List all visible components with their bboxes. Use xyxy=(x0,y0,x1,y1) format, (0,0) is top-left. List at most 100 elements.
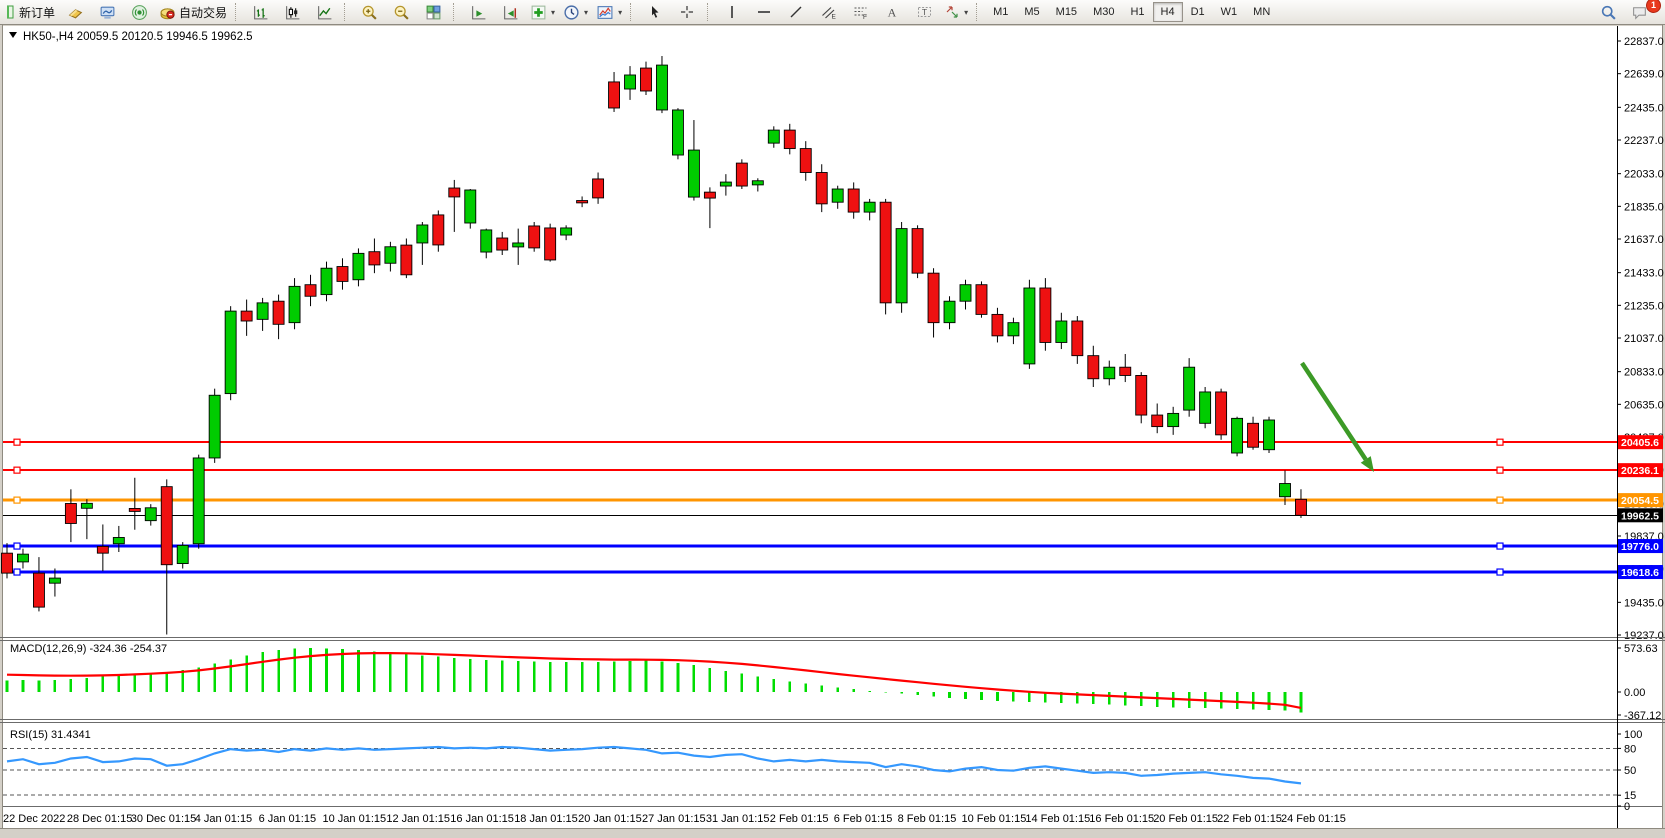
svg-text:6 Jan 01:15: 6 Jan 01:15 xyxy=(259,813,317,825)
crosshair-button[interactable] xyxy=(671,1,703,24)
text-icon: A xyxy=(884,4,900,20)
arrows-button[interactable]: ▾ xyxy=(940,1,972,24)
candlestick-chart-button[interactable] xyxy=(276,1,308,24)
indicators-icon xyxy=(530,4,547,21)
macd-label: MACD(12,26,9) -324.36 -254.37 xyxy=(10,643,167,655)
svg-text:24 Feb 01:15: 24 Feb 01:15 xyxy=(1281,813,1346,825)
label-button[interactable]: T xyxy=(908,1,940,24)
indicators-button[interactable]: ▾ xyxy=(526,1,559,24)
new-order-button[interactable]: 新订单 xyxy=(3,1,59,24)
chevron-down-icon: ▾ xyxy=(551,7,556,17)
notifications-icon xyxy=(1631,4,1649,21)
toolbar-separator xyxy=(235,3,240,21)
timeframe-w1[interactable]: W1 xyxy=(1220,6,1238,18)
svg-text:F: F xyxy=(863,14,867,20)
chart-area[interactable]: 22837.0 22639.0 22435.0 22237.0 22033.0 21835… xyxy=(0,24,1665,838)
svg-text:21835.0: 21835.0 xyxy=(1624,201,1664,213)
vertical-line-icon xyxy=(724,4,740,20)
timeframe-m5[interactable]: M5 xyxy=(1024,6,1040,18)
notifications-button[interactable]: 1 xyxy=(1624,0,1661,24)
tile-windows-button[interactable] xyxy=(417,1,449,24)
terminal-button[interactable] xyxy=(91,1,123,24)
svg-text:30 Dec 01:15: 30 Dec 01:15 xyxy=(131,813,196,825)
fibonacci-icon: F xyxy=(852,4,869,20)
chart-canvas[interactable]: 22837.0 22639.0 22435.0 22237.0 22033.0 21835… xyxy=(0,24,1665,838)
svg-text:28 Dec 01:15: 28 Dec 01:15 xyxy=(67,813,132,825)
fibonacci-button[interactable]: F xyxy=(844,1,876,24)
candlesticks xyxy=(1,56,1307,635)
svg-text:15: 15 xyxy=(1624,790,1636,802)
hline-price-labels: 20405.6 20236.1 20054.5 19962.5 19776.0 19618… xyxy=(1618,435,1663,580)
bar-chart-button[interactable] xyxy=(244,1,276,24)
timeframe-h1[interactable]: H1 xyxy=(1130,6,1145,18)
svg-text:21433.0: 21433.0 xyxy=(1624,268,1664,280)
search-button[interactable] xyxy=(1592,1,1624,24)
timeframe-h4[interactable]: H4 xyxy=(1152,2,1183,22)
svg-text:T: T xyxy=(921,7,926,17)
cursor-icon xyxy=(647,4,663,20)
svg-text:10 Feb 01:15: 10 Feb 01:15 xyxy=(962,813,1027,825)
svg-text:31 Jan 01:15: 31 Jan 01:15 xyxy=(706,813,770,825)
auto-trading-button[interactable]: 自动交易 xyxy=(155,1,231,24)
toolbar-separator xyxy=(707,3,712,21)
templates-button[interactable]: ▾ xyxy=(592,1,626,24)
svg-text:21637.0: 21637.0 xyxy=(1624,234,1664,246)
signals-icon xyxy=(131,4,148,21)
chart-shift-button[interactable] xyxy=(494,1,526,24)
horizontal-line-icon xyxy=(756,4,772,20)
arrow-annotation[interactable] xyxy=(1300,361,1374,472)
text-button[interactable]: A xyxy=(876,1,908,24)
crosshair-icon xyxy=(679,4,695,20)
svg-text:20054.5: 20054.5 xyxy=(1621,495,1659,507)
svg-text:20833.0: 20833.0 xyxy=(1624,367,1664,379)
gold-bar-button[interactable] xyxy=(59,1,91,24)
svg-text:27 Jan 01:15: 27 Jan 01:15 xyxy=(642,813,706,825)
svg-text:21037.0: 21037.0 xyxy=(1624,333,1664,345)
vertical-line-button[interactable] xyxy=(716,1,748,24)
channel-button[interactable]: E xyxy=(812,1,844,24)
new-order-icon xyxy=(7,4,16,20)
timeframe-m30[interactable]: M30 xyxy=(1093,6,1115,18)
periods-icon xyxy=(563,4,580,21)
signals-button[interactable] xyxy=(123,1,155,24)
svg-text:HK50-,H4 20059.5 20120.5 1994: HK50-,H4 20059.5 20120.5 19946.5 19962.5 xyxy=(23,31,253,43)
timeframe-m15[interactable]: M15 xyxy=(1055,6,1078,18)
auto-scroll-button[interactable] xyxy=(462,1,494,24)
svg-text:4 Jan 01:15: 4 Jan 01:15 xyxy=(195,813,253,825)
svg-text:50: 50 xyxy=(1624,765,1636,777)
svg-text:8 Feb 01:15: 8 Feb 01:15 xyxy=(898,813,957,825)
svg-text:22237.0: 22237.0 xyxy=(1624,135,1664,147)
macd-indicator: 573.63 0.00 -367.12 MACD(12,26,9) -324.36 -… xyxy=(5,643,1661,722)
auto-scroll-icon xyxy=(470,4,487,21)
svg-text:20635.0: 20635.0 xyxy=(1624,399,1664,411)
svg-text:20236.1: 20236.1 xyxy=(1621,465,1659,477)
timeframe-m1[interactable]: M1 xyxy=(993,6,1009,18)
tile-windows-icon xyxy=(425,4,442,21)
svg-text:-367.12: -367.12 xyxy=(1624,710,1661,722)
line-chart-button[interactable] xyxy=(308,1,340,24)
horizontal-lines[interactable] xyxy=(3,438,1617,576)
svg-text:0.00: 0.00 xyxy=(1624,687,1645,699)
svg-text:2 Feb 01:15: 2 Feb 01:15 xyxy=(770,813,829,825)
zoom-out-button[interactable] xyxy=(385,1,417,24)
trendline-button[interactable] xyxy=(780,1,812,24)
svg-text:22837.0: 22837.0 xyxy=(1624,36,1664,48)
chevron-down-icon: ▾ xyxy=(964,7,969,17)
templates-icon xyxy=(596,4,614,21)
cursor-button[interactable] xyxy=(639,1,671,24)
line-chart-icon xyxy=(316,4,333,21)
timeframe-d1[interactable]: D1 xyxy=(1190,6,1205,18)
rsi-label: RSI(15) 31.4341 xyxy=(10,729,91,741)
horizontal-line-button[interactable] xyxy=(748,1,780,24)
macd-signal-line xyxy=(6,651,1302,709)
periods-button[interactable]: ▾ xyxy=(559,1,592,24)
chart-shift-icon xyxy=(502,4,519,21)
search-icon xyxy=(1600,4,1617,21)
svg-text:12 Jan 01:15: 12 Jan 01:15 xyxy=(386,813,450,825)
chart-title: HK50-,H4 20059.5 20120.5 19946.5 19962.5 xyxy=(9,31,253,43)
timeframe-mn[interactable]: MN xyxy=(1253,6,1271,18)
zoom-in-button[interactable] xyxy=(353,1,385,24)
toolbar-separator xyxy=(344,3,349,21)
